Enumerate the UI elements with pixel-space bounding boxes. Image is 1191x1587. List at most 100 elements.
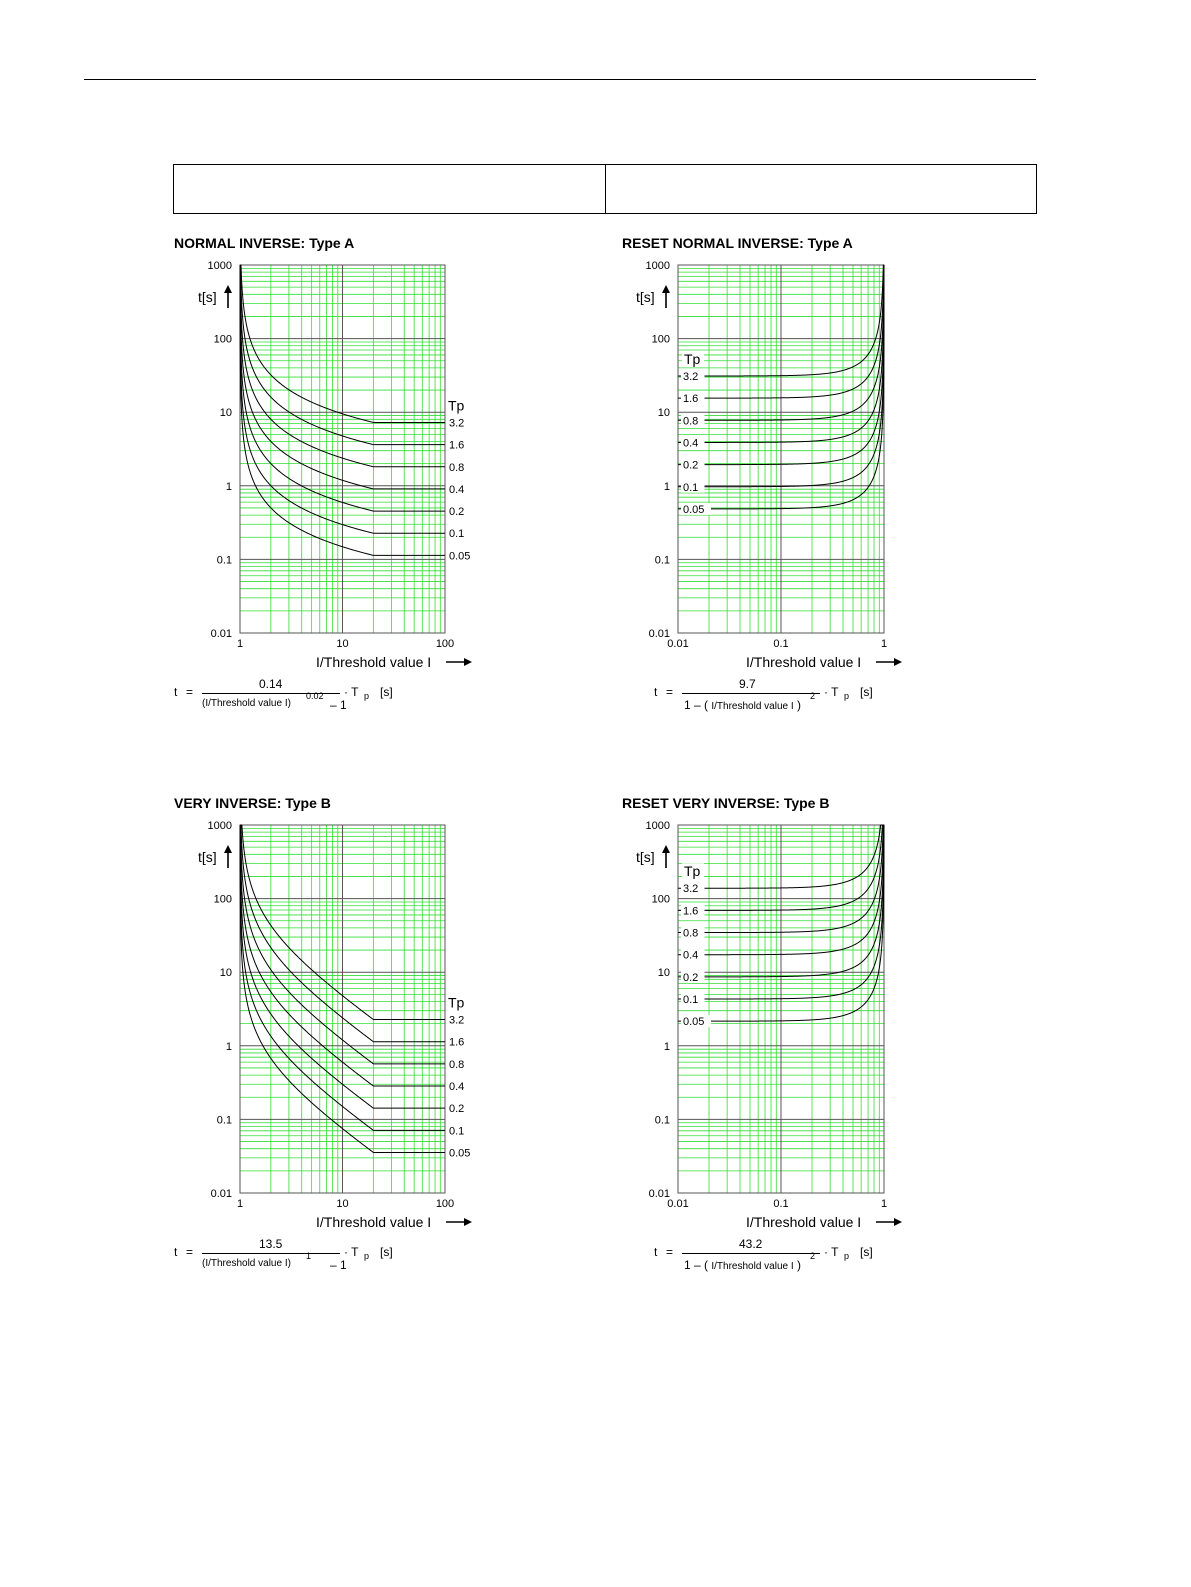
y-axis-arrow-head <box>224 285 232 293</box>
curve-tp-0.05 <box>239 276 445 556</box>
chart-title-very-inverse: VERY INVERSE: Type B <box>174 795 331 811</box>
y-axis-arrow-head <box>224 845 232 853</box>
series-label-0.8: 0.8 <box>683 415 698 427</box>
series-label-0.2: 0.2 <box>449 506 464 518</box>
legend-title: Tp <box>684 863 701 879</box>
series-label-0.1: 0.1 <box>449 528 464 540</box>
series-label-bg <box>681 480 705 493</box>
curve-tp-0.1 <box>239 264 445 534</box>
formula-fraction-bar <box>682 693 820 694</box>
curve-tp-0.4 <box>678 824 885 956</box>
series-label-bg <box>681 882 705 895</box>
x-axis-arrow-head <box>894 1218 902 1226</box>
y-axis-arrow-head <box>662 845 670 853</box>
formula-exponent: 0.02 <box>306 691 324 701</box>
x-tick-label: 0.1 <box>773 638 788 650</box>
y-tick-label: 10 <box>658 407 670 419</box>
series-label-bg <box>681 369 705 382</box>
series-label-0.8: 0.8 <box>449 1059 464 1071</box>
formula-equals: = <box>186 685 194 699</box>
formula-equals: = <box>666 1245 674 1259</box>
chart-reset-normal-inverse: 0.01 0.1 1 10 100 1000 0.01 0.1 1 t[s] I/Threshold… <box>636 260 902 670</box>
formula-fraction-bar <box>682 1253 820 1254</box>
formula-denominator-tail: – 1 <box>330 698 347 712</box>
formula-numerator: 13.5 <box>259 1237 283 1251</box>
series-label-1.6: 1.6 <box>683 905 698 917</box>
y-tick-label: 100 <box>214 334 232 346</box>
y-tick-label: 10 <box>220 967 232 979</box>
formula-exponent: 1 <box>306 1251 312 1261</box>
series-label-0.05: 0.05 <box>449 550 470 562</box>
formula-exponent: 2 <box>810 1251 816 1261</box>
formula-factor-sub: p <box>844 1251 850 1261</box>
curve-tp-1.6 <box>239 264 445 446</box>
formula-lhs: t <box>654 685 658 699</box>
x-tick-label: 100 <box>436 1198 454 1210</box>
x-axis-arrow-head <box>464 658 472 666</box>
formula-factor-sub: p <box>364 691 370 701</box>
header-rule <box>84 79 1036 80</box>
x-tick-label: 10 <box>336 638 348 650</box>
curve-tp-0.8 <box>239 824 445 1065</box>
y-tick-label: 1 <box>226 1041 232 1053</box>
x-tick-label: 1 <box>881 1198 887 1210</box>
formula-fraction-bar <box>202 693 340 694</box>
x-axis-label: I/Threshold value I <box>746 1214 861 1230</box>
curve-tp-3.2 <box>678 264 884 377</box>
x-axis-arrow-head <box>894 658 902 666</box>
x-tick-label: 100 <box>436 638 454 650</box>
series-label-0.4: 0.4 <box>449 1081 464 1093</box>
y-axis-label: t[s] <box>198 289 217 305</box>
curve-tp-0.2 <box>239 824 445 1109</box>
y-tick-label: 1000 <box>208 260 232 272</box>
curve-tp-0.8 <box>239 264 445 468</box>
series-label-bg <box>681 502 711 515</box>
formula-numerator: 0.14 <box>259 677 283 691</box>
series-label-bg <box>681 904 705 917</box>
formula-equals: = <box>186 1245 194 1259</box>
chart-reset-very-inverse: 0.01 0.1 1 10 100 1000 0.01 0.1 1 t[s] I/Threshold… <box>636 820 902 1230</box>
curve-tp-0.05 <box>678 824 885 1022</box>
formula-numerator: 9.7 <box>739 677 756 691</box>
series-label-0.1: 0.1 <box>683 482 698 494</box>
y-tick-label: 0.1 <box>655 1114 670 1126</box>
formula-lhs: t <box>654 1245 658 1259</box>
y-tick-label: 100 <box>652 894 670 906</box>
curve-tp-3.2 <box>240 824 445 1021</box>
grid <box>677 264 885 634</box>
y-tick-label: 10 <box>220 407 232 419</box>
formula-denominator-tail: – 1 <box>330 1258 347 1272</box>
header-table <box>173 164 1037 214</box>
y-tick-label: 1 <box>664 481 670 493</box>
curve-tp-0.2 <box>678 824 885 978</box>
y-tick-label: 0.1 <box>655 554 670 566</box>
legend-title: Tp <box>448 995 465 1011</box>
x-tick-label: 0.01 <box>667 1198 688 1210</box>
curve-tp-0.1 <box>239 824 445 1131</box>
curve-tp-0.05 <box>239 824 445 1153</box>
plot-frame <box>239 264 446 634</box>
chart-title-normal-inverse: NORMAL INVERSE: Type A <box>174 235 355 251</box>
header-table-divider <box>605 165 606 213</box>
curve-tp-1.6 <box>240 824 445 1043</box>
curve-tp-3.2 <box>678 824 884 889</box>
series-label-3.2: 3.2 <box>683 883 698 895</box>
x-axis-arrow-head <box>464 1218 472 1226</box>
y-tick-label: 1000 <box>646 260 670 272</box>
plot-frame <box>239 824 446 1194</box>
series-label-0.8: 0.8 <box>683 928 698 940</box>
series-label-0.1: 0.1 <box>683 994 698 1006</box>
formula-reset-normal-inverse: t = 9.7 1 – ( I/Threshold value I ) 2 · T p [s] <box>654 677 914 712</box>
curve-tp-0.4 <box>239 824 445 1087</box>
y-tick-label: 0.01 <box>211 628 232 640</box>
curve-tp-0.1 <box>678 824 885 1000</box>
series-label-bg <box>681 414 705 427</box>
x-tick-label: 0.1 <box>773 1198 788 1210</box>
formula-factor: · T <box>824 685 839 699</box>
curve-tp-0.2 <box>678 264 885 466</box>
y-tick-label: 0.01 <box>649 1188 670 1200</box>
y-tick-label: 1 <box>226 481 232 493</box>
formula-unit: [s] <box>380 685 393 699</box>
legend-title-bg <box>682 863 704 880</box>
curve-tp-0.8 <box>678 824 884 934</box>
